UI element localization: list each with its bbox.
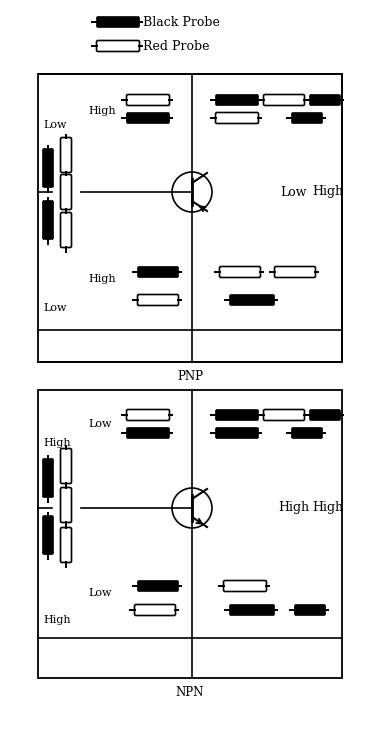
FancyBboxPatch shape <box>60 487 71 522</box>
Text: High: High <box>312 186 344 198</box>
FancyBboxPatch shape <box>309 94 340 106</box>
FancyBboxPatch shape <box>215 94 258 106</box>
FancyBboxPatch shape <box>263 94 304 106</box>
FancyBboxPatch shape <box>274 267 315 277</box>
FancyBboxPatch shape <box>60 528 71 562</box>
FancyBboxPatch shape <box>220 267 261 277</box>
FancyBboxPatch shape <box>223 580 266 591</box>
FancyBboxPatch shape <box>291 427 323 438</box>
FancyBboxPatch shape <box>138 580 179 591</box>
Text: PNP: PNP <box>177 369 203 383</box>
FancyBboxPatch shape <box>97 16 139 27</box>
FancyBboxPatch shape <box>60 449 71 484</box>
FancyBboxPatch shape <box>309 409 340 421</box>
Text: High: High <box>43 438 71 448</box>
FancyBboxPatch shape <box>97 41 139 51</box>
FancyBboxPatch shape <box>60 137 71 172</box>
FancyBboxPatch shape <box>215 427 258 438</box>
Text: Low: Low <box>43 303 66 313</box>
Text: High: High <box>279 502 310 514</box>
FancyBboxPatch shape <box>138 294 179 305</box>
FancyBboxPatch shape <box>127 427 169 438</box>
FancyBboxPatch shape <box>43 201 54 239</box>
Text: Low: Low <box>88 419 111 429</box>
FancyBboxPatch shape <box>138 267 179 277</box>
Text: High: High <box>43 615 71 625</box>
FancyBboxPatch shape <box>294 605 326 615</box>
Text: Low: Low <box>281 186 307 198</box>
FancyBboxPatch shape <box>230 605 274 615</box>
Text: Low: Low <box>43 120 66 130</box>
Text: High: High <box>312 502 344 514</box>
FancyBboxPatch shape <box>60 212 71 247</box>
FancyBboxPatch shape <box>263 409 304 421</box>
FancyBboxPatch shape <box>215 409 258 421</box>
FancyBboxPatch shape <box>43 516 54 554</box>
Text: Low: Low <box>88 588 111 598</box>
FancyBboxPatch shape <box>127 112 169 123</box>
Text: Red Probe: Red Probe <box>143 39 209 53</box>
FancyBboxPatch shape <box>43 149 54 187</box>
FancyBboxPatch shape <box>215 112 258 123</box>
Bar <box>38 74 342 362</box>
FancyBboxPatch shape <box>60 175 71 210</box>
FancyBboxPatch shape <box>135 605 176 615</box>
Text: High: High <box>88 106 116 116</box>
FancyBboxPatch shape <box>127 94 169 106</box>
Bar <box>38 390 342 678</box>
FancyBboxPatch shape <box>127 409 169 421</box>
FancyBboxPatch shape <box>43 458 54 498</box>
Text: NPN: NPN <box>176 686 204 698</box>
Text: Black Probe: Black Probe <box>143 16 220 28</box>
Text: High: High <box>88 274 116 284</box>
FancyBboxPatch shape <box>230 294 274 305</box>
FancyBboxPatch shape <box>291 112 323 123</box>
